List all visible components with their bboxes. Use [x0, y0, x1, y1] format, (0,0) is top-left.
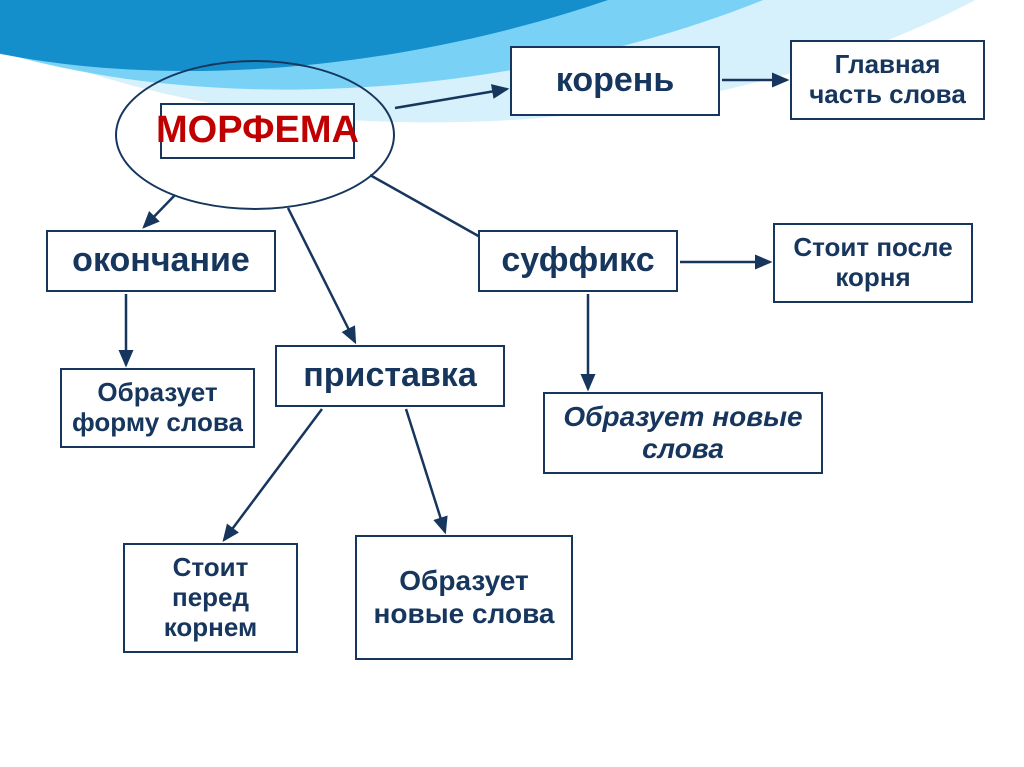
label-ending-def: Образует форму слова [68, 378, 247, 438]
label-prefix: приставка [303, 356, 477, 395]
edge-central-to-ending [144, 195, 175, 227]
node-root-def: Главная часть слова [790, 40, 985, 120]
label-prefix-makes: Образует новые слова [363, 565, 565, 629]
node-root: корень [510, 46, 720, 116]
node-suffix: суффикс [478, 230, 678, 292]
label-suffix-def: Стоит после корня [781, 233, 965, 293]
node-suffix-makes: Образует новые слова [543, 392, 823, 474]
node-prefix-makes: Образует новые слова [355, 535, 573, 660]
node-ending-def: Образует форму слова [60, 368, 255, 448]
label-suffix: суффикс [501, 241, 654, 280]
node-ending: окончание [46, 230, 276, 292]
node-prefix-pos: Стоит перед корнем [123, 543, 298, 653]
node-suffix-def: Стоит после корня [773, 223, 973, 303]
label-root: корень [556, 61, 674, 100]
label-ending: окончание [72, 241, 250, 280]
node-prefix: приставка [275, 345, 505, 407]
label-morphema: МОРФЕМА [156, 109, 359, 153]
label-suffix-makes: Образует новые слова [551, 401, 815, 465]
label-root-def: Главная часть слова [798, 50, 977, 110]
label-prefix-pos: Стоит перед корнем [131, 553, 290, 643]
node-morphema: МОРФЕМА [160, 103, 355, 159]
edge-prefix-to-prefix_makes [406, 409, 445, 532]
edge-central-to-prefix [288, 208, 355, 342]
edge-central-to-root [395, 89, 507, 108]
